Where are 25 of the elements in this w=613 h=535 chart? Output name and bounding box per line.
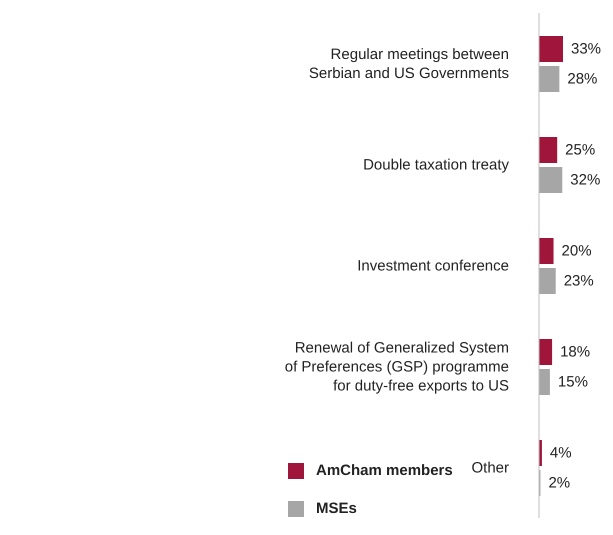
y-tick-label: Investment conference (357, 257, 509, 274)
data-label: 28% (567, 70, 598, 88)
y-tick-label: Renewal of Generalized System of Preferences (GSP) programme for duty-free exports to US (284, 339, 509, 394)
y-tick-label: Regular meetings between Serbian and US Governments (308, 46, 509, 82)
data-label: 4% (550, 444, 572, 462)
data-label: 23% (564, 272, 594, 290)
data-label: 33% (571, 40, 602, 58)
bar (539, 238, 554, 264)
y-tick-label: Double taxation treaty (363, 156, 510, 173)
bar (539, 369, 550, 395)
y-tick-label: Other (471, 459, 510, 476)
bar (539, 137, 558, 163)
data-label: 15% (558, 374, 588, 390)
data-label: 18% (560, 344, 590, 360)
data-label: 32% (570, 172, 600, 188)
data-label: 25% (565, 142, 596, 158)
legend-label: AmCham members (316, 462, 453, 479)
legend-label: MSEs (316, 500, 357, 517)
bar (539, 268, 556, 294)
data-label: 2% (548, 474, 570, 492)
bar (539, 66, 560, 92)
bar (539, 36, 563, 62)
bar (539, 339, 552, 365)
bar (539, 167, 562, 193)
data-label: 20% (562, 242, 592, 260)
